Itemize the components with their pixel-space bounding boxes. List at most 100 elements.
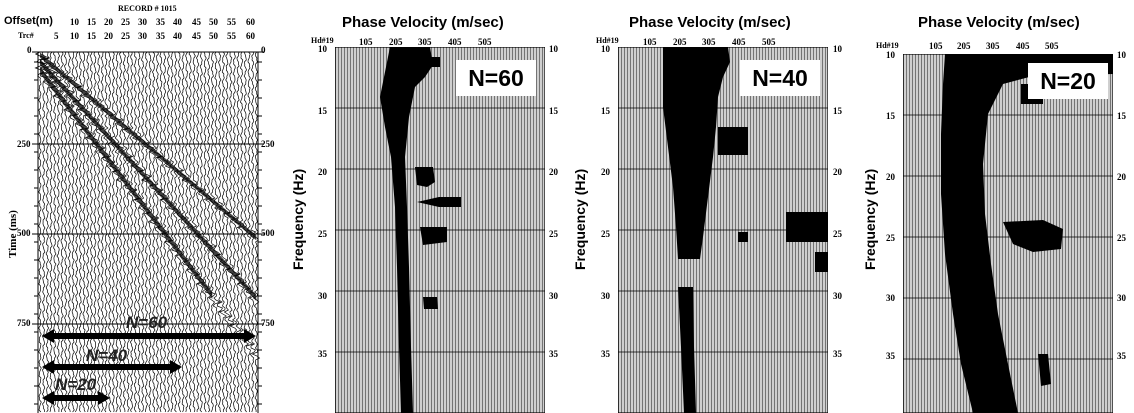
trace-tick: 55 [227, 31, 236, 41]
freq-tick-right: 20 [1117, 172, 1126, 182]
freq-tick-left: 25 [318, 229, 327, 239]
offset-label: Offset(m) [4, 15, 53, 27]
time-tick-left: 500 [17, 228, 31, 238]
velocity-tick: 105 [643, 37, 657, 47]
freq-tick-right: 30 [549, 291, 558, 301]
freq-tick-right: 20 [833, 167, 842, 177]
n-label: N=40 [740, 60, 820, 96]
n-label: N=60 [456, 60, 536, 96]
freq-tick-left: 30 [318, 291, 327, 301]
velocity-tick: 405 [732, 37, 746, 47]
velocity-tick: 305 [702, 37, 716, 47]
freq-tick-right: 35 [549, 349, 558, 359]
panel-title: Phase Velocity (m/sec) [342, 14, 504, 31]
time-tick-left: 0 [27, 45, 32, 55]
freq-tick-right: 35 [833, 349, 842, 359]
freq-tick-left: 30 [886, 293, 895, 303]
arrow-label-n60: N=60 [126, 313, 168, 332]
velocity-tick: 505 [1045, 41, 1059, 51]
offset-tick: 20 [104, 17, 113, 27]
freq-tick-right: 10 [833, 44, 842, 54]
freq-tick-left: 10 [318, 44, 327, 54]
velocity-tick: 505 [762, 37, 776, 47]
freq-tick-left: 10 [886, 50, 895, 60]
offset-tick: 60 [246, 17, 255, 27]
freq-tick-left: 35 [601, 349, 610, 359]
velocity-tick: 205 [389, 37, 403, 47]
time-tick-right: 750 [261, 318, 275, 328]
freq-tick-right: 20 [549, 167, 558, 177]
freq-tick-right: 15 [549, 106, 558, 116]
trace-tick: 30 [138, 31, 147, 41]
offset-tick: 40 [173, 17, 182, 27]
trace-tick: 45 [192, 31, 201, 41]
velocity-tick: 405 [448, 37, 462, 47]
freq-tick-right: 10 [1117, 50, 1126, 60]
frequency-axis-label: Frequency (Hz) [290, 168, 306, 270]
trace-label: Trc# [18, 31, 34, 40]
velocity-tick: 205 [957, 41, 971, 51]
trace-tick: 60 [246, 31, 255, 41]
velocity-tick: 305 [986, 41, 1000, 51]
corner-label: Hd#19 [311, 36, 334, 45]
dispersion-image [903, 54, 1113, 413]
dispersion-image [335, 47, 545, 413]
trace-tick: 25 [121, 31, 130, 41]
freq-tick-left: 15 [601, 106, 610, 116]
time-tick-right: 250 [261, 139, 275, 149]
record-title: RECORD # 1015 [118, 4, 177, 13]
freq-tick-left: 15 [318, 106, 327, 116]
velocity-tick: 505 [478, 37, 492, 47]
offset-tick: 50 [209, 17, 218, 27]
corner-label: Hd#19 [596, 36, 619, 45]
freq-tick-right: 10 [549, 44, 558, 54]
velocity-tick: 305 [418, 37, 432, 47]
arrow-label-n40: N=40 [86, 346, 128, 365]
velocity-tick: 105 [929, 41, 943, 51]
freq-tick-left: 20 [601, 167, 610, 177]
panel-title: Phase Velocity (m/sec) [918, 14, 1080, 31]
offset-tick: 45 [192, 17, 201, 27]
freq-tick-left: 35 [318, 349, 327, 359]
freq-tick-left: 15 [886, 111, 895, 121]
trace-tick: 50 [209, 31, 218, 41]
time-tick-right: 500 [261, 228, 275, 238]
freq-tick-left: 30 [601, 291, 610, 301]
freq-tick-left: 25 [601, 229, 610, 239]
velocity-tick: 105 [359, 37, 373, 47]
freq-tick-right: 25 [1117, 233, 1126, 243]
frequency-axis-label: Frequency (Hz) [572, 168, 588, 270]
freq-tick-right: 35 [1117, 351, 1126, 361]
offset-tick: 55 [227, 17, 236, 27]
freq-tick-right: 25 [833, 229, 842, 239]
freq-tick-right: 15 [1117, 111, 1126, 121]
trace-tick: 10 [70, 31, 79, 41]
freq-tick-right: 30 [833, 291, 842, 301]
velocity-tick: 205 [673, 37, 687, 47]
freq-tick-right: 30 [1117, 293, 1126, 303]
freq-tick-left: 35 [886, 351, 895, 361]
time-tick-left: 750 [17, 318, 31, 328]
freq-tick-right: 15 [833, 106, 842, 116]
panel-title: Phase Velocity (m/sec) [629, 14, 791, 31]
seismic-traces [32, 51, 264, 413]
trace-tick: 5 [54, 31, 59, 41]
velocity-tick: 405 [1016, 41, 1030, 51]
offset-tick: 10 [70, 17, 79, 27]
trace-tick: 35 [156, 31, 165, 41]
trace-tick: 20 [104, 31, 113, 41]
corner-label: Hd#19 [876, 41, 899, 50]
dispersion-image [618, 47, 828, 413]
trace-tick: 40 [173, 31, 182, 41]
offset-tick: 35 [156, 17, 165, 27]
freq-tick-left: 25 [886, 233, 895, 243]
frequency-axis-label: Frequency (Hz) [862, 168, 878, 270]
time-tick-left: 250 [17, 139, 31, 149]
freq-tick-left: 20 [886, 172, 895, 182]
trace-tick: 15 [87, 31, 96, 41]
freq-tick-right: 25 [549, 229, 558, 239]
offset-tick: 15 [87, 17, 96, 27]
freq-tick-left: 10 [601, 44, 610, 54]
offset-tick: 25 [121, 17, 130, 27]
